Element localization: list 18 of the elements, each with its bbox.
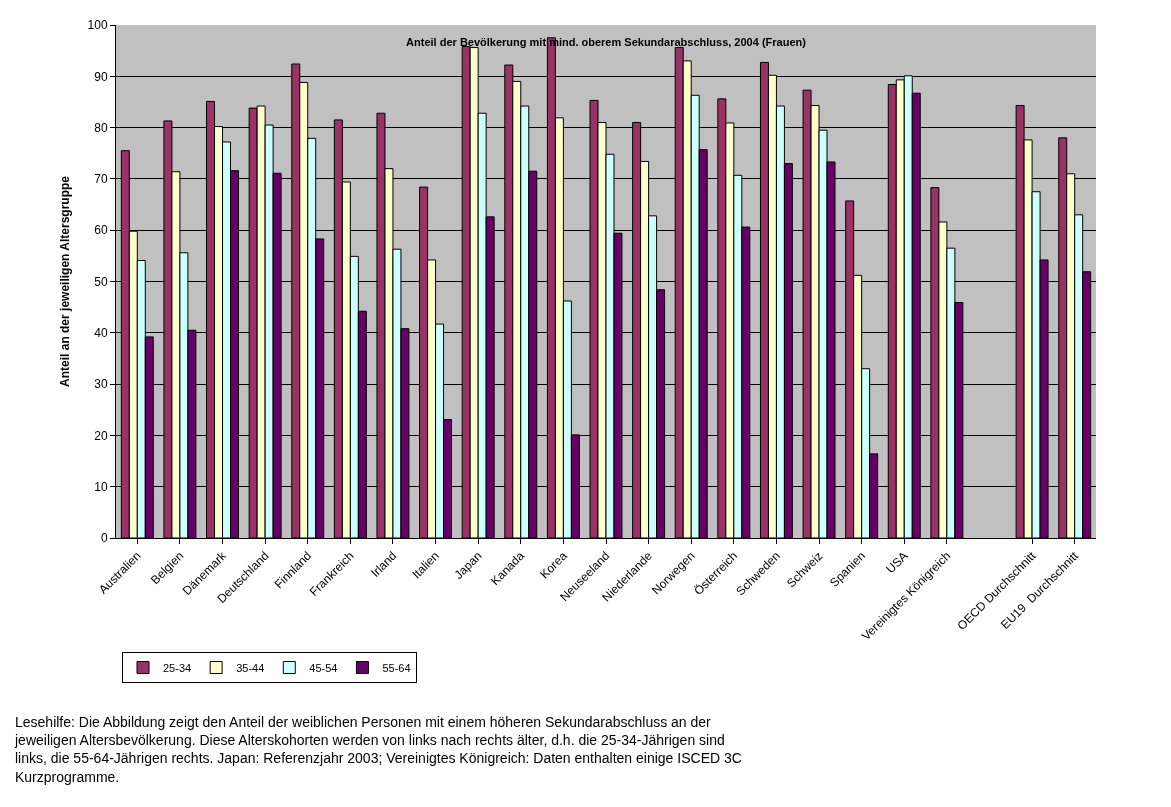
y-tick-label: 10 (94, 479, 108, 494)
legend-label: 45-54 (309, 661, 338, 674)
y-tick-label: 0 (100, 531, 108, 546)
y-tick-label: 80 (94, 120, 108, 135)
y-tick-label: 70 (94, 172, 108, 187)
legend-label: 25-34 (163, 661, 192, 674)
y-tick-label: 60 (94, 223, 108, 238)
y-tick-label: 20 (94, 428, 108, 443)
text: Lesehilfe: Die Abbildung zeigt den Anteil der weiblichen Personen mit einem höheren Sekundarabschluss an der jeweiligen Altersbevölkerung. Diese Alterskohorten werden von links nach rechts älter, d.h. die 25-34-Jährigen sind links, die 55-64-Jährigen rechts. Japan: Referenzjahr 2003; Vereinigtes Königreich: Daten enthalten einige ISCED 3C Kurzprogramme. (14, 714, 742, 785)
legend-label: 35-44 (236, 661, 265, 674)
y-tick-label: 50 (94, 274, 108, 289)
y-axis-title: Anteil an der jeweiligen Altersgruppe (57, 175, 72, 387)
y-tick-label: 40 (94, 326, 108, 340)
x-tick-label: USA (883, 548, 911, 577)
y-tick-label: 30 (94, 377, 108, 392)
y-tick-label: 100 (87, 18, 108, 33)
y-tick-label: 90 (94, 69, 108, 84)
legend-label: 55-64 (382, 661, 411, 674)
